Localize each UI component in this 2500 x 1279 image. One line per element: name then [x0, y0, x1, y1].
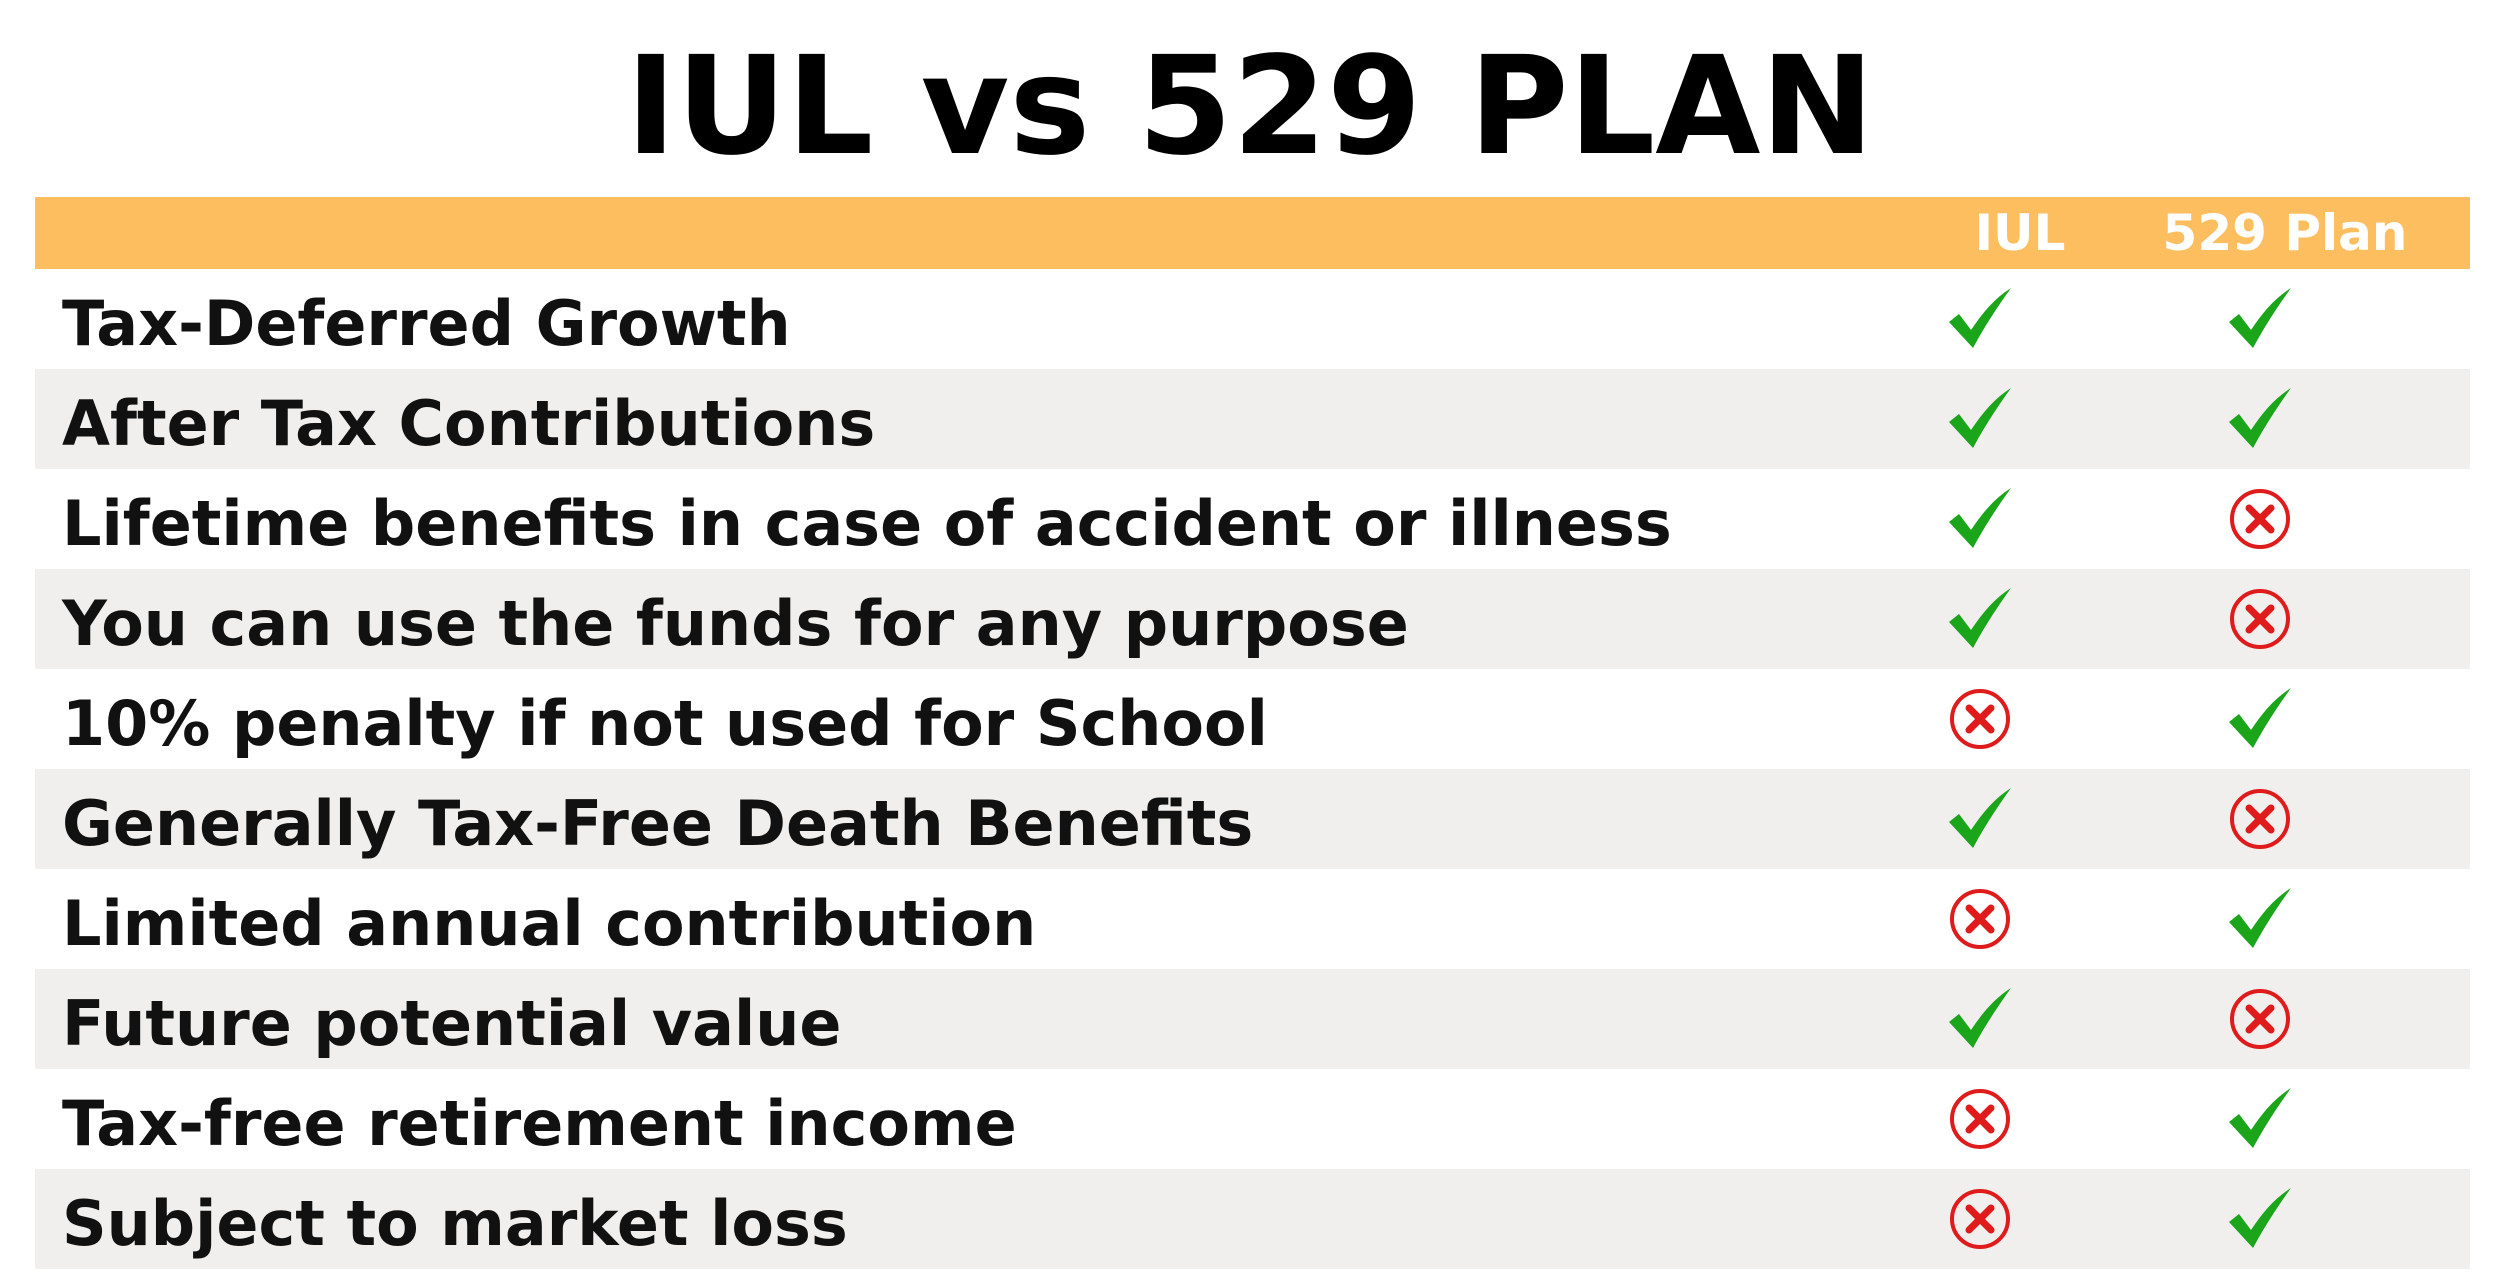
feature-label: You can use the funds for any purpose	[62, 587, 1409, 660]
check-icon	[1945, 486, 2015, 552]
table-header: IUL 529 Plan	[35, 197, 2470, 269]
table-row: Tax-Deferred Growth	[35, 269, 2470, 369]
feature-label: Generally Tax-Free Death Benefits	[62, 787, 1254, 860]
check-icon	[2225, 286, 2295, 352]
check-icon	[2225, 386, 2295, 452]
cross-circle-icon	[2225, 986, 2295, 1052]
check-icon	[1945, 786, 2015, 852]
feature-label: After Tax Contributions	[62, 387, 876, 460]
cross-circle-icon	[2225, 786, 2295, 852]
table-row: You can use the funds for any purpose	[35, 569, 2470, 669]
check-icon	[1945, 986, 2015, 1052]
check-icon	[2225, 686, 2295, 752]
table-row: Generally Tax-Free Death Benefits	[35, 769, 2470, 869]
cross-circle-icon	[2225, 586, 2295, 652]
comparison-table: IUL 529 Plan Tax-Deferred Growth After Ta…	[35, 197, 2470, 1269]
page-title: IUL vs 529 PLAN	[625, 28, 1875, 186]
table-body: Tax-Deferred Growth After Tax Contributio…	[35, 269, 2470, 1269]
check-icon	[2225, 1186, 2295, 1252]
column-header-529-plan: 529 Plan	[2162, 204, 2408, 262]
feature-label: Future potential value	[62, 987, 842, 1060]
cross-circle-icon	[2225, 486, 2295, 552]
cross-circle-icon	[1945, 1086, 2015, 1152]
feature-label: Subject to market loss	[62, 1187, 848, 1260]
table-row: 10% penalty if not used for School	[35, 669, 2470, 769]
feature-label: Tax-Deferred Growth	[62, 287, 791, 360]
check-icon	[2225, 886, 2295, 952]
check-icon	[1945, 386, 2015, 452]
table-row: Subject to market loss	[35, 1169, 2470, 1269]
check-icon	[2225, 1086, 2295, 1152]
table-row: Future potential value	[35, 969, 2470, 1069]
column-header-iul: IUL	[1974, 204, 2066, 262]
cross-circle-icon	[1945, 1186, 2015, 1252]
table-row: Tax-free retirement income	[35, 1069, 2470, 1169]
table-row: After Tax Contributions	[35, 369, 2470, 469]
feature-label: Lifetime benefits in case of accident or…	[62, 487, 1672, 560]
table-row: Lifetime benefits in case of accident or…	[35, 469, 2470, 569]
check-icon	[1945, 586, 2015, 652]
feature-label: Limited annual contribution	[62, 887, 1037, 960]
cross-circle-icon	[1945, 886, 2015, 952]
feature-label: 10% penalty if not used for School	[62, 687, 1268, 760]
check-icon	[1945, 286, 2015, 352]
table-row: Limited annual contribution	[35, 869, 2470, 969]
feature-label: Tax-free retirement income	[62, 1087, 1017, 1160]
cross-circle-icon	[1945, 686, 2015, 752]
